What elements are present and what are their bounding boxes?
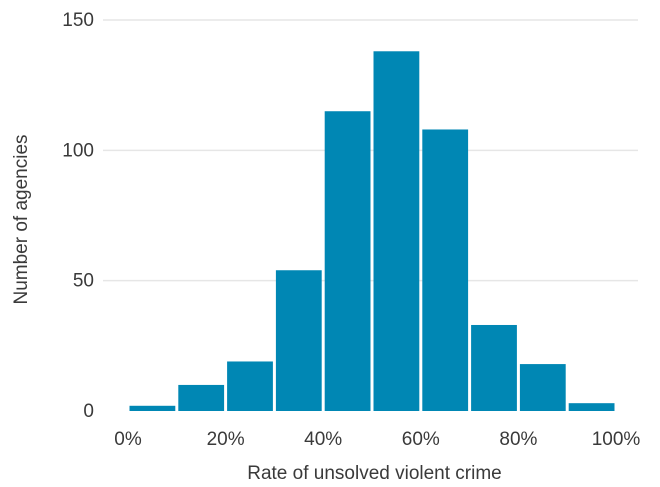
bar-60-70 [422, 129, 469, 412]
x-tick-label-60: 60% [402, 429, 440, 450]
x-axis-title: Rate of unsolved violent crime [247, 463, 502, 484]
y-tick-label-150: 150 [62, 10, 94, 31]
bar-50-60 [373, 51, 420, 411]
x-tick-label-40: 40% [304, 429, 342, 450]
bar-70-80 [471, 324, 517, 411]
y-tick-label-100: 100 [62, 140, 94, 161]
bar-20-30 [227, 361, 273, 411]
bar-10-20 [178, 384, 225, 411]
bar-30-40 [275, 270, 322, 411]
y-axis-title: Number of agencies [11, 134, 32, 304]
y-tick-label-0: 0 [83, 401, 94, 422]
histogram-bars [129, 51, 615, 412]
bar-80-90 [519, 364, 566, 411]
x-tick-label-20: 20% [207, 429, 245, 450]
x-tick-label-100: 100% [592, 429, 641, 450]
bar-0-10 [129, 405, 176, 411]
y-axis-ticks: 0 50 100 150 [62, 10, 94, 422]
y-tick-label-50: 50 [73, 271, 94, 292]
x-tick-label-0: 0% [114, 429, 142, 450]
x-axis-ticks: 0% 20% 40% 60% 80% 100% [114, 429, 640, 450]
bar-40-50 [324, 111, 371, 411]
x-tick-label-80: 80% [499, 429, 537, 450]
bar-90-100 [568, 403, 615, 411]
